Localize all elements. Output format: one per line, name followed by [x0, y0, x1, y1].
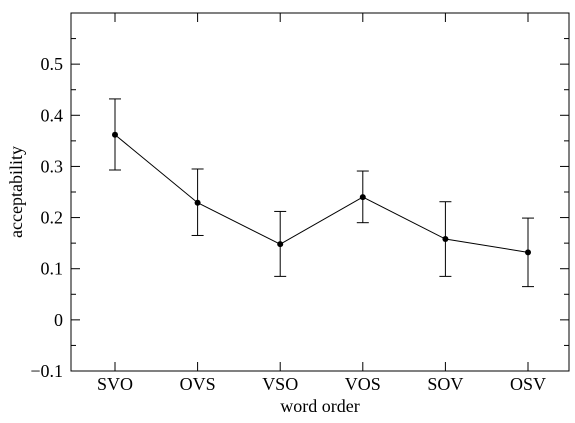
y-tick-label: 0.2: [41, 208, 64, 228]
x-tick-label: OSV: [510, 374, 546, 394]
data-point: [525, 249, 531, 256]
data-point: [277, 241, 284, 248]
y-tick-label: 0.4: [41, 105, 64, 125]
data-point: [112, 131, 118, 138]
plot-frame: [70, 12, 570, 372]
y-tick-label: −0.1: [30, 361, 63, 381]
data-point: [194, 199, 201, 206]
series-line: [114, 134, 529, 253]
data-points: [112, 131, 531, 256]
x-tick-label: OVS: [180, 374, 216, 394]
y-tick-label: 0: [54, 310, 63, 330]
x-tick-label: VSO: [262, 374, 298, 394]
x-axis-title: word order: [280, 396, 359, 416]
x-tick-label: SVO: [97, 374, 133, 394]
error-bars: [109, 98, 534, 288]
y-tick-label: 0.3: [41, 156, 64, 176]
y-tick-label: 0.1: [41, 259, 64, 279]
data-point: [359, 194, 366, 201]
x-tick-label: SOV: [427, 374, 463, 394]
x-axis-ticks: SVO OVS VSO VOS SOV OSV: [97, 13, 546, 394]
y-tick-label: 0.5: [41, 54, 64, 74]
y-axis-ticks: −0.1 0 0.1 0.2 0.3 0.4 0.5: [30, 38, 569, 381]
x-tick-label: VOS: [345, 374, 381, 394]
y-axis-title: acceptability: [6, 146, 26, 238]
data-point: [442, 236, 449, 243]
